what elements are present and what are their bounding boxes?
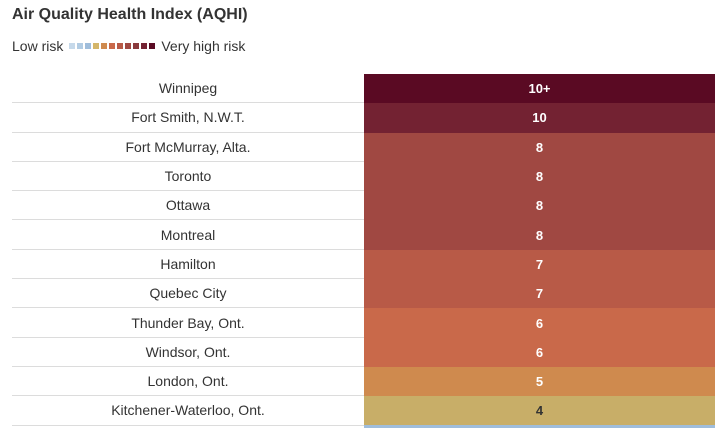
- legend-color-scale: [69, 43, 157, 49]
- table-row: Kitchener-Waterloo, Ont. 4: [12, 396, 715, 426]
- city-label: London, Ont.: [12, 367, 364, 397]
- city-label: Kitchener-Waterloo, Ont.: [12, 396, 364, 426]
- city-label: Winnipeg: [12, 74, 364, 104]
- table-row: Fort McMurray, Alta. 8: [12, 132, 715, 162]
- aqhi-value-cell: 6: [364, 308, 715, 338]
- next-row-cut-off: [364, 425, 715, 428]
- table-row: London, Ont. 5: [12, 366, 715, 397]
- table-row: Ottawa 8: [12, 191, 715, 221]
- aqhi-value-cell: 8: [364, 191, 715, 221]
- city-label: Hamilton: [12, 250, 364, 280]
- legend-swatch: [117, 43, 124, 49]
- table-row: Montreal 8: [12, 220, 715, 250]
- legend-swatch: [101, 43, 108, 49]
- legend-swatch: [141, 43, 148, 49]
- table-row: Windsor, Ont. 6: [12, 337, 715, 367]
- aqhi-value-cell: 10+: [364, 74, 715, 104]
- table-row: Winnipeg 10+: [12, 74, 715, 104]
- city-label: Quebec City: [12, 279, 364, 309]
- aqhi-value-cell: 8: [364, 161, 715, 192]
- table-row: Fort Smith, N.W.T. 10: [12, 103, 715, 133]
- legend-swatch: [69, 43, 76, 49]
- city-label: Fort McMurray, Alta.: [12, 133, 364, 162]
- table-row: Toronto 8: [12, 161, 715, 192]
- legend-low-label: Low risk: [12, 38, 64, 54]
- chart-title: Air Quality Health Index (AQHI): [12, 6, 248, 23]
- legend-swatch: [149, 43, 156, 49]
- aqhi-value-cell: 5: [364, 366, 715, 397]
- legend-swatch: [93, 43, 100, 49]
- city-label: Ottawa: [12, 191, 364, 221]
- city-label: Toronto: [12, 162, 364, 192]
- aqhi-value-cell: 4: [364, 396, 715, 426]
- legend-swatch: [85, 43, 92, 49]
- city-label: Windsor, Ont.: [12, 338, 364, 367]
- legend-swatch: [77, 43, 84, 49]
- aqhi-value-cell: 7: [364, 249, 715, 280]
- aqhi-value-cell: 10: [364, 103, 715, 133]
- legend-swatch: [125, 43, 132, 49]
- city-label: Fort Smith, N.W.T.: [12, 103, 364, 133]
- aqhi-value-cell: 8: [364, 132, 715, 162]
- legend: Low risk Very high risk: [12, 37, 245, 55]
- legend-swatch: [133, 43, 140, 49]
- table-row: Hamilton 7: [12, 249, 715, 280]
- aqhi-value-cell: 7: [364, 279, 715, 309]
- city-label: Thunder Bay, Ont.: [12, 308, 364, 338]
- aqhi-value-cell: 8: [364, 220, 715, 250]
- aqhi-table: Winnipeg 10+ Fort Smith, N.W.T. 10 Fort McMu…: [12, 74, 715, 426]
- legend-swatch: [109, 43, 116, 49]
- legend-high-label: Very high risk: [161, 38, 246, 54]
- table-row: Quebec City 7: [12, 279, 715, 309]
- city-label: Montreal: [12, 220, 364, 250]
- aqhi-value-cell: 6: [364, 337, 715, 367]
- table-row: Thunder Bay, Ont. 6: [12, 308, 715, 338]
